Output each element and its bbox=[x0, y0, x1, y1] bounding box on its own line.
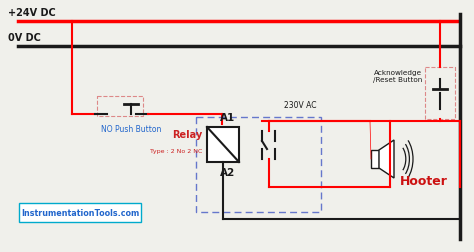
Text: Acknowledge
/Reset Button: Acknowledge /Reset Button bbox=[373, 70, 422, 83]
Text: 230V AC: 230V AC bbox=[284, 101, 316, 110]
Text: 0V DC: 0V DC bbox=[8, 33, 41, 43]
Bar bbox=[371, 150, 379, 168]
Text: Type : 2 No 2 NC: Type : 2 No 2 NC bbox=[150, 148, 202, 153]
FancyBboxPatch shape bbox=[19, 203, 141, 222]
Text: +24V DC: +24V DC bbox=[8, 8, 56, 18]
Polygon shape bbox=[379, 140, 394, 178]
Text: A2: A2 bbox=[220, 167, 236, 177]
Text: Hooter: Hooter bbox=[400, 174, 448, 187]
Text: A1: A1 bbox=[220, 113, 236, 122]
Bar bbox=[207, 128, 239, 162]
Text: InstrumentationTools.com: InstrumentationTools.com bbox=[21, 208, 139, 217]
Text: Relay: Relay bbox=[172, 130, 202, 140]
Text: NO Push Button: NO Push Button bbox=[101, 124, 161, 134]
